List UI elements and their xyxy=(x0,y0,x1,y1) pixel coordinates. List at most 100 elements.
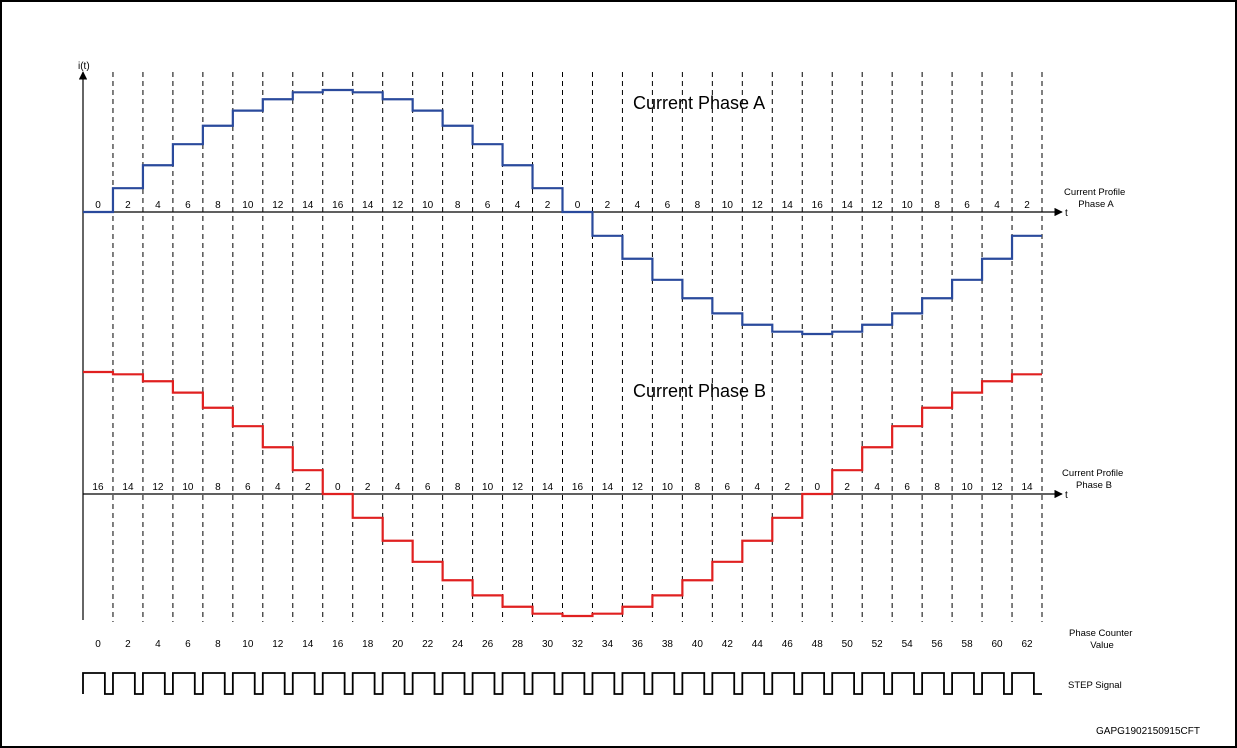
phase-a-profile-value: 4 xyxy=(155,200,161,211)
phase-a-profile-value: 0 xyxy=(95,200,101,211)
phase-b-title: Current Phase B xyxy=(633,381,766,401)
phase-b-profile-value: 4 xyxy=(755,482,761,493)
phase-b-profile-value: 4 xyxy=(874,482,880,493)
phase-b-profile-values: 16 14 12 10 8 6 4 2 0 2 4 6 8 10 12 14 16 14 12 10 8 6 4 2 0 2 4 6 8… xyxy=(92,482,1033,493)
phase-counter-value: 52 xyxy=(872,639,884,650)
phase-a-profile-value: 14 xyxy=(842,200,854,211)
phase-a-profile-value: 12 xyxy=(272,200,284,211)
phase-b-profile-value: 8 xyxy=(934,482,940,493)
phase-counter-value: 38 xyxy=(662,639,674,650)
phase-counter-value: 32 xyxy=(572,639,584,650)
phase-counter-value: 54 xyxy=(902,639,914,650)
phase-counter-value: 26 xyxy=(482,639,494,650)
phase-a-profile-value: 8 xyxy=(934,200,940,211)
phase-b-profile-value: 16 xyxy=(572,482,584,493)
phase-b-profile-value: 12 xyxy=(991,482,1003,493)
phase-counter-label: Phase Counter Value xyxy=(1069,628,1135,651)
phase-b-profile-value: 0 xyxy=(814,482,820,493)
phase-a-profile-value: 12 xyxy=(392,200,404,211)
phase-b-profile-value: 10 xyxy=(962,482,974,493)
phase-b-profile-value: 6 xyxy=(904,482,910,493)
phase-b-profile-value: 6 xyxy=(425,482,431,493)
step-signal-waveform xyxy=(82,672,1042,695)
phase-b-profile-value: 4 xyxy=(395,482,401,493)
phase-counter-label-line1: Phase Counter xyxy=(1069,628,1132,639)
phase-counter-value: 12 xyxy=(272,639,284,650)
phase-b-current-waveform xyxy=(83,370,1042,618)
phase-counter-value: 44 xyxy=(752,639,764,650)
phase-a-profile-value: 2 xyxy=(1024,200,1030,211)
phase-a-profile-value: 6 xyxy=(185,200,191,211)
phase-b-profile-value: 8 xyxy=(215,482,221,493)
phase-a-profile-value: 16 xyxy=(812,200,824,211)
phase-b-profile-value: 16 xyxy=(92,482,104,493)
phase-b-profile-value: 10 xyxy=(182,482,194,493)
step-grid-lines xyxy=(112,72,1043,622)
phase-a-profile-value: 10 xyxy=(242,200,254,211)
phase-counter-value: 20 xyxy=(392,639,404,650)
phase-a-profile-value: 14 xyxy=(302,200,314,211)
phase-b-profile-value: 10 xyxy=(482,482,494,493)
phase-counter-value: 18 xyxy=(362,639,374,650)
phase-a-profile-value: 10 xyxy=(902,200,914,211)
step-signal-label: STEP Signal xyxy=(1068,680,1122,691)
phase-counter-value: 14 xyxy=(302,639,314,650)
phase-counter-value: 42 xyxy=(722,639,734,650)
phase-b-t-label: t xyxy=(1065,490,1068,501)
phase-b-profile-value: 8 xyxy=(695,482,701,493)
phase-counter-value: 34 xyxy=(602,639,614,650)
phase-b-profile-value: 6 xyxy=(725,482,731,493)
phase-counter-value: 60 xyxy=(991,639,1003,650)
phase-a-profile-value: 6 xyxy=(964,200,970,211)
phase-counter-value: 46 xyxy=(782,639,794,650)
phase-counter-value: 10 xyxy=(242,639,254,650)
phase-b-profile-value: 12 xyxy=(632,482,644,493)
phase-a-profile-value: 2 xyxy=(125,200,131,211)
phase-a-profile-value: 8 xyxy=(695,200,701,211)
phase-counter-value: 48 xyxy=(812,639,824,650)
phase-b-profile-value: 2 xyxy=(305,482,311,493)
phase-b-profile-value: 12 xyxy=(512,482,524,493)
y-axis-label: i(t) xyxy=(78,61,90,72)
phase-a-profile-value: 16 xyxy=(332,200,344,211)
phase-b-profile-value: 4 xyxy=(275,482,281,493)
phase-b-profile-value: 2 xyxy=(365,482,371,493)
phase-counter-value: 4 xyxy=(155,639,161,650)
phase-b-profile-value: 14 xyxy=(122,482,134,493)
phase-counter-values: 0 2 4 6 8 10 12 14 16 18 20 22 24 26 28 30 32 34 36 38 40 42 4… xyxy=(95,639,1033,650)
phase-a-profile-value: 0 xyxy=(575,200,581,211)
phase-counter-value: 6 xyxy=(185,639,191,650)
phase-counter-value: 0 xyxy=(95,639,101,650)
phase-a-profile-value: 6 xyxy=(665,200,671,211)
phase-b-profile-label-line1: Current Profile xyxy=(1062,468,1123,479)
phase-a-profile-value: 2 xyxy=(605,200,611,211)
phase-a-profile-value: 6 xyxy=(485,200,491,211)
phase-a-profile-value: 10 xyxy=(422,200,434,211)
phase-a-profile-value: 12 xyxy=(872,200,884,211)
phase-counter-value: 24 xyxy=(452,639,464,650)
phase-b-profile-value: 14 xyxy=(1021,482,1033,493)
phase-a-profile-values: 0 2 4 6 8 10 12 14 16 14 12 10 8 6 4 2 0 2 4 6 8 10 12 14 16 14 12… xyxy=(95,200,1030,211)
phase-counter-value: 36 xyxy=(632,639,644,650)
phase-b-profile-label-line2: Phase B xyxy=(1076,480,1112,491)
phase-counter-value: 58 xyxy=(962,639,974,650)
phase-counter-value: 22 xyxy=(422,639,434,650)
phase-counter-value: 40 xyxy=(692,639,704,650)
phase-b-profile-value: 6 xyxy=(245,482,251,493)
phase-a-profile-value: 10 xyxy=(722,200,734,211)
phase-counter-value: 16 xyxy=(332,639,344,650)
phase-b-profile-label: Current Profile Phase B xyxy=(1062,468,1126,491)
phase-a-profile-value: 14 xyxy=(362,200,374,211)
phase-a-profile-value: 2 xyxy=(545,200,551,211)
phase-counter-value: 50 xyxy=(842,639,854,650)
phase-b-profile-value: 14 xyxy=(602,482,614,493)
phase-a-title: Current Phase A xyxy=(633,93,765,113)
phase-a-profile-value: 4 xyxy=(635,200,641,211)
phase-counter-value: 8 xyxy=(215,639,221,650)
phase-b-profile-value: 12 xyxy=(152,482,164,493)
phase-b-profile-value: 14 xyxy=(542,482,554,493)
phase-a-profile-value: 12 xyxy=(752,200,764,211)
phase-counter-value: 30 xyxy=(542,639,554,650)
